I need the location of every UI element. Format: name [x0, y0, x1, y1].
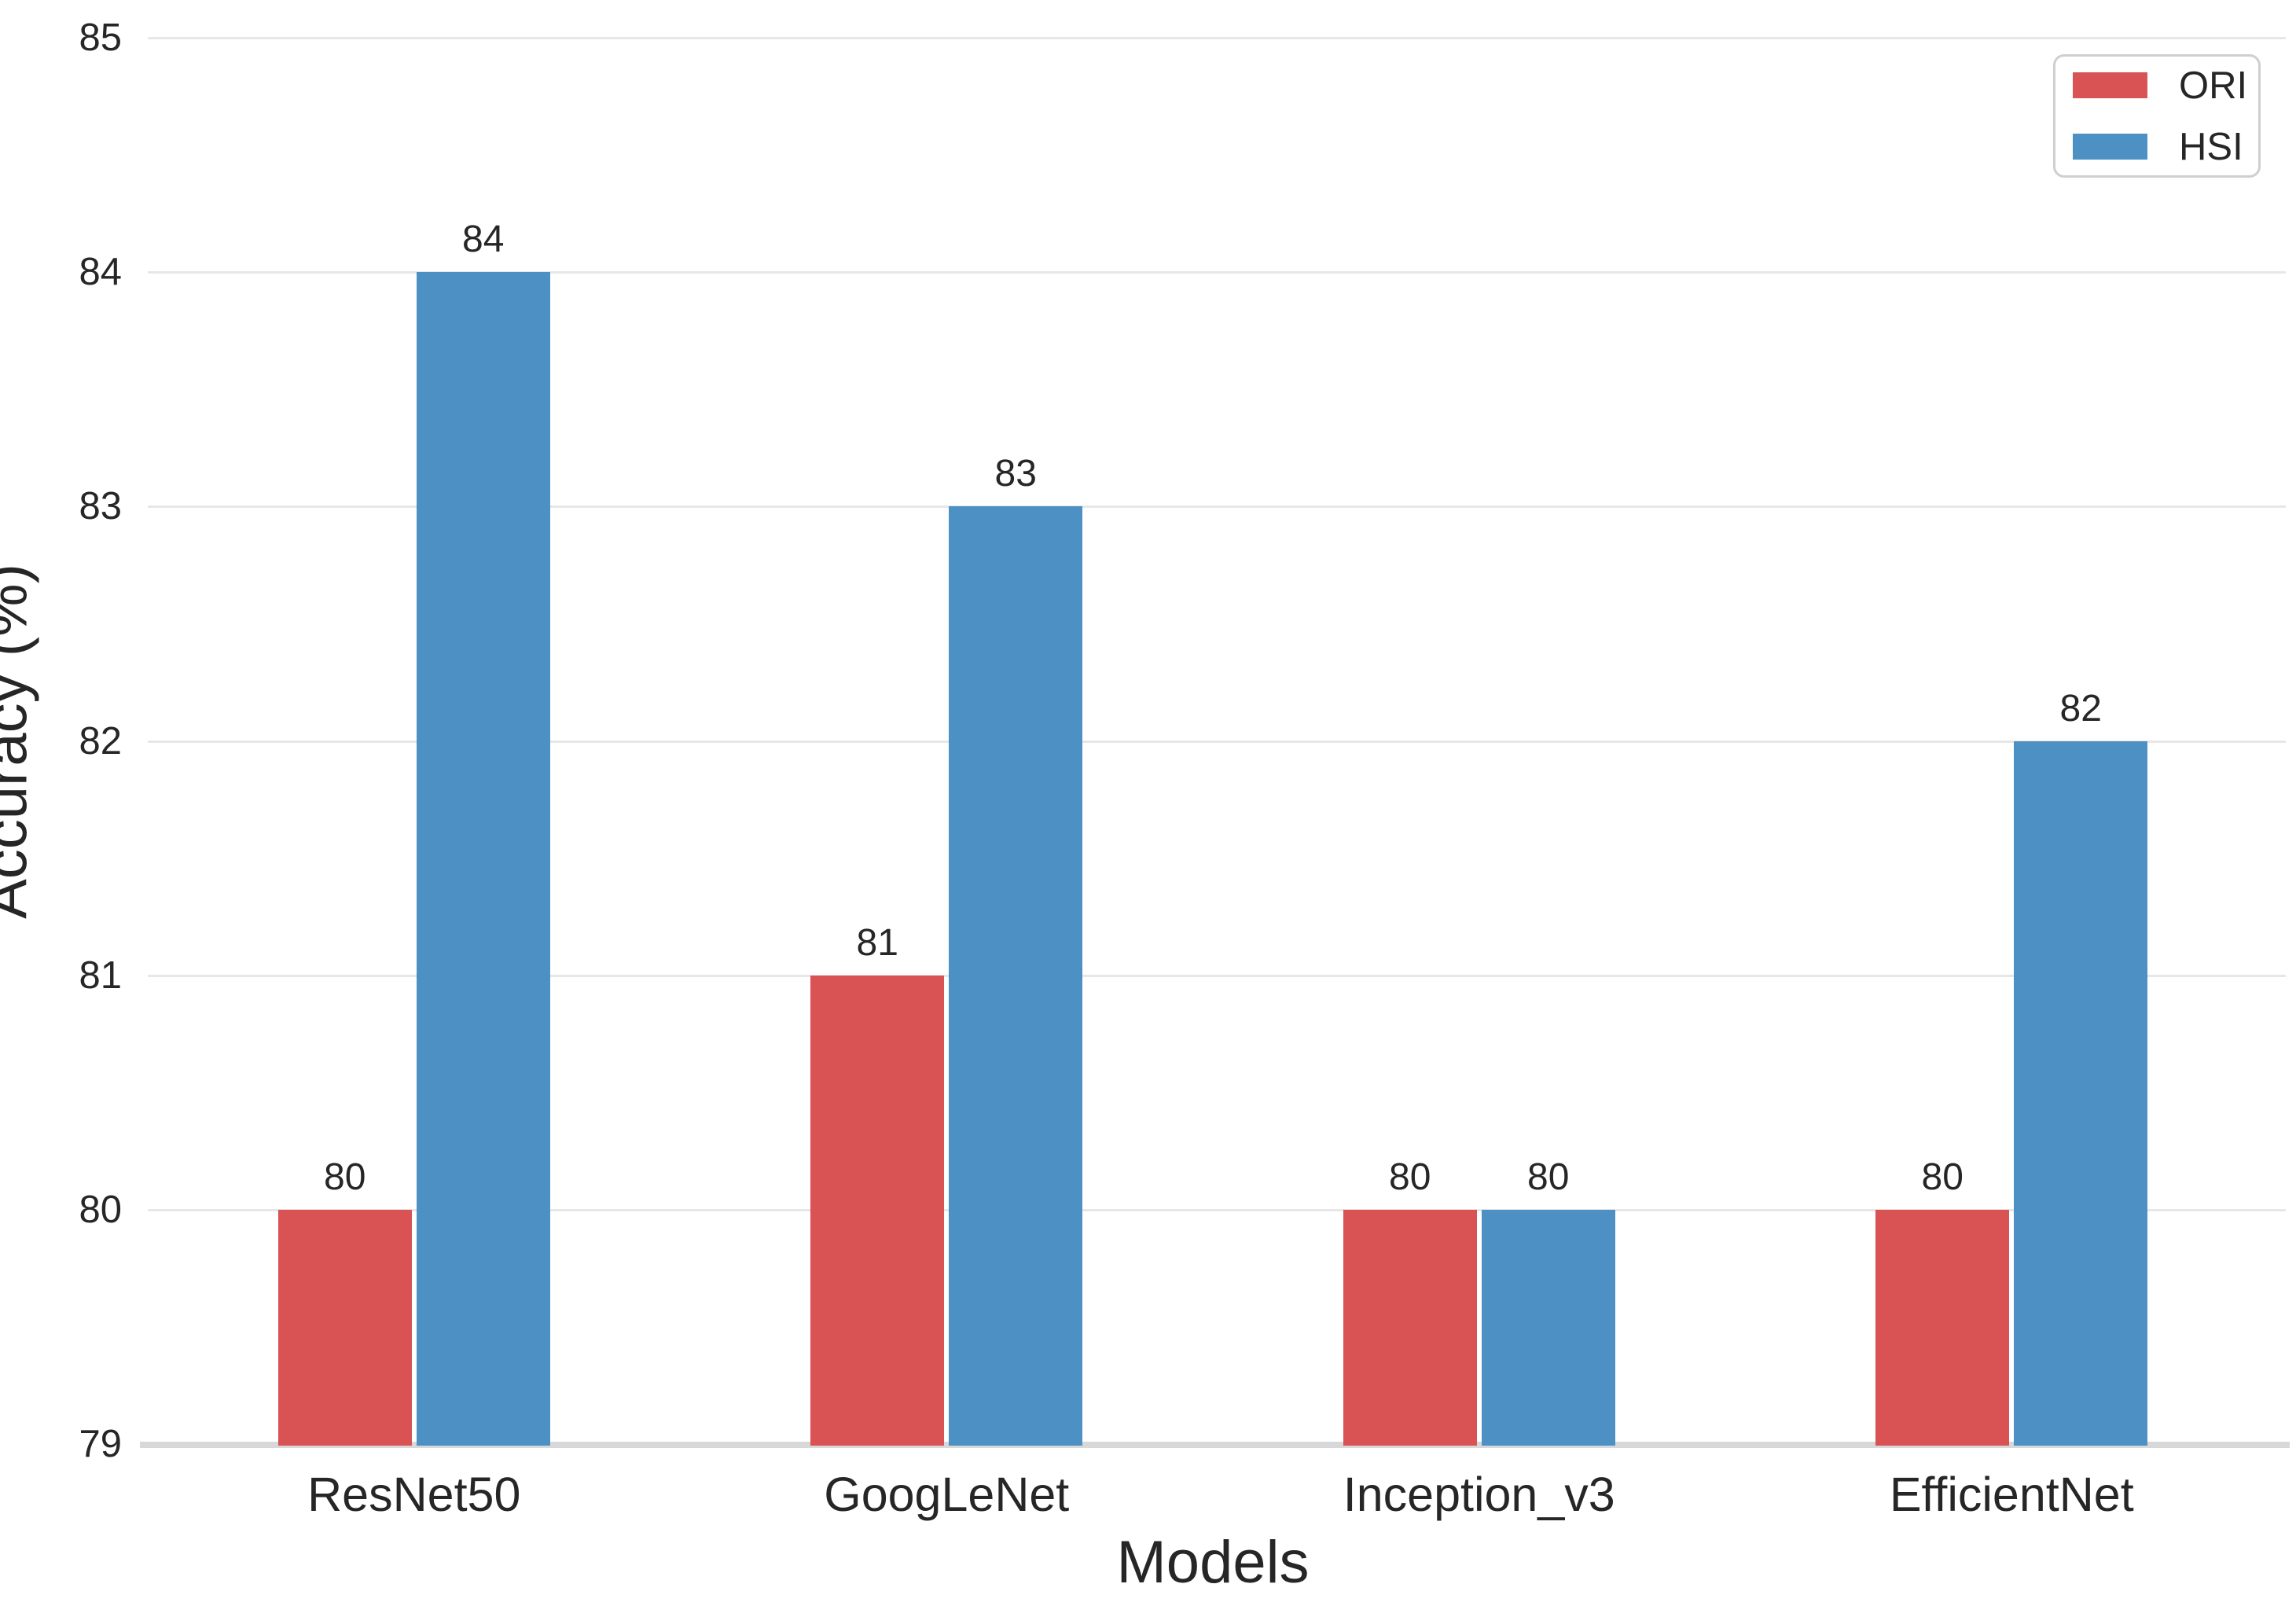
bar-hsi-googlenet: [949, 506, 1083, 1446]
x-tick-label-inception-v3: Inception_v3: [1343, 1468, 1615, 1521]
gridline-82: [148, 740, 2286, 743]
y-tick-label-81: 81: [79, 954, 122, 997]
gridline-81: [148, 974, 2286, 977]
x-axis-line: [140, 1442, 2290, 1448]
x-tick-label-efficientnet: EfficientNet: [1889, 1468, 2134, 1521]
legend-label-hsi: HSI: [2179, 125, 2243, 168]
bar-value-label-hsi-googlenet: 83: [994, 453, 1037, 495]
legend-label-ori: ORI: [2179, 64, 2248, 107]
gridline-84: [148, 271, 2286, 274]
x-tick-label-resnet50: ResNet50: [307, 1468, 521, 1521]
x-axis-title: Models: [1116, 1529, 1310, 1596]
y-tick-label-82: 82: [79, 719, 122, 763]
bar-value-label-hsi-efficientnet: 82: [2059, 687, 2102, 729]
y-tick-label-83: 83: [79, 485, 122, 528]
legend-swatch-ori: [2073, 72, 2147, 98]
bar-value-label-hsi-inception-v3: 80: [1527, 1156, 1570, 1198]
bar-value-label-ori-resnet50: 80: [324, 1156, 366, 1198]
legend-swatch-hsi: [2073, 134, 2147, 160]
gridline-85: [148, 37, 2286, 39]
bar-value-label-ori-inception-v3: 80: [1389, 1156, 1431, 1198]
y-tick-label-85: 85: [79, 17, 122, 59]
y-tick-label-84: 84: [79, 251, 122, 294]
y-axis-title: Accuracy (%): [0, 564, 40, 919]
bar-ori-efficientnet: [1875, 1209, 2010, 1446]
legend-item-hsi: HSI: [2073, 125, 2258, 169]
x-tick-label-googlenet: GoogLeNet: [824, 1468, 1070, 1521]
bar-value-label-ori-googlenet: 81: [856, 921, 898, 964]
legend: ORI HSI: [2053, 54, 2261, 178]
legend-item-ori: ORI: [2073, 64, 2258, 108]
gridline-80: [148, 1208, 2286, 1211]
bar-hsi-inception-v3: [1481, 1209, 1615, 1446]
bar-value-label-hsi-resnet50: 84: [462, 219, 505, 261]
y-tick-label-80: 80: [79, 1188, 122, 1231]
bar-hsi-efficientnet: [2014, 741, 2148, 1446]
gridline-83: [148, 505, 2286, 509]
bar-ori-googlenet: [810, 975, 945, 1446]
bar-ori-resnet50: [277, 1209, 412, 1446]
bar-value-label-ori-efficientnet: 80: [1921, 1156, 1964, 1198]
y-tick-label-79: 79: [79, 1423, 122, 1465]
bar-ori-inception-v3: [1343, 1209, 1477, 1446]
bar-hsi-resnet50: [416, 272, 550, 1446]
